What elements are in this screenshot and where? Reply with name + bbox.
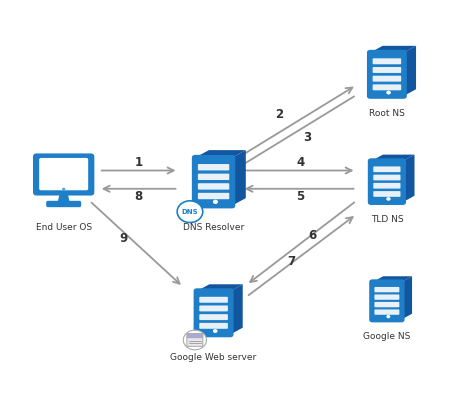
FancyBboxPatch shape	[187, 334, 203, 346]
Text: End User OS: End User OS	[36, 223, 92, 233]
FancyBboxPatch shape	[198, 164, 229, 170]
FancyBboxPatch shape	[33, 154, 94, 195]
FancyBboxPatch shape	[373, 67, 401, 73]
Polygon shape	[403, 46, 416, 96]
Polygon shape	[232, 150, 246, 206]
FancyBboxPatch shape	[369, 279, 405, 322]
FancyBboxPatch shape	[198, 193, 229, 199]
FancyBboxPatch shape	[39, 158, 88, 190]
FancyBboxPatch shape	[198, 174, 229, 180]
Text: 5: 5	[296, 190, 304, 203]
Polygon shape	[373, 276, 412, 282]
FancyBboxPatch shape	[192, 155, 235, 208]
FancyBboxPatch shape	[374, 287, 400, 292]
Text: 6: 6	[308, 229, 316, 242]
Polygon shape	[195, 150, 246, 158]
Text: 7: 7	[287, 255, 295, 268]
Polygon shape	[401, 276, 412, 320]
FancyBboxPatch shape	[374, 295, 400, 300]
Circle shape	[177, 201, 203, 222]
Text: 3: 3	[303, 131, 311, 144]
FancyBboxPatch shape	[368, 158, 406, 205]
Circle shape	[386, 197, 391, 201]
FancyBboxPatch shape	[199, 305, 228, 312]
Circle shape	[213, 199, 218, 204]
Text: 8: 8	[135, 190, 143, 203]
FancyBboxPatch shape	[199, 297, 228, 303]
FancyBboxPatch shape	[373, 58, 401, 64]
Text: TLD NS: TLD NS	[371, 216, 403, 224]
Text: 9: 9	[119, 232, 128, 245]
Circle shape	[183, 330, 207, 350]
FancyBboxPatch shape	[193, 288, 234, 337]
Text: Root NS: Root NS	[369, 109, 405, 118]
FancyBboxPatch shape	[374, 302, 400, 307]
Polygon shape	[403, 155, 415, 202]
FancyBboxPatch shape	[374, 183, 401, 189]
Text: 1: 1	[135, 156, 143, 169]
Polygon shape	[230, 284, 243, 334]
Text: Google Web server: Google Web server	[171, 353, 257, 361]
FancyBboxPatch shape	[198, 183, 229, 190]
Text: 2: 2	[275, 108, 283, 121]
FancyBboxPatch shape	[374, 174, 401, 181]
FancyBboxPatch shape	[374, 166, 401, 172]
FancyBboxPatch shape	[46, 201, 81, 207]
Circle shape	[386, 315, 390, 318]
FancyBboxPatch shape	[199, 323, 228, 329]
Polygon shape	[58, 192, 70, 202]
Polygon shape	[371, 155, 415, 161]
Text: Google NS: Google NS	[363, 332, 410, 341]
Circle shape	[386, 91, 391, 95]
Circle shape	[213, 329, 218, 333]
FancyBboxPatch shape	[199, 314, 228, 320]
FancyBboxPatch shape	[367, 50, 407, 99]
FancyBboxPatch shape	[373, 76, 401, 82]
FancyBboxPatch shape	[374, 310, 400, 315]
Text: DNS: DNS	[182, 209, 198, 215]
Polygon shape	[187, 334, 202, 337]
FancyBboxPatch shape	[373, 84, 401, 90]
Text: DNS Resolver: DNS Resolver	[183, 223, 244, 233]
Circle shape	[62, 188, 65, 191]
Text: 4: 4	[296, 156, 304, 169]
Polygon shape	[370, 46, 416, 53]
FancyBboxPatch shape	[374, 191, 401, 197]
Polygon shape	[197, 284, 243, 291]
